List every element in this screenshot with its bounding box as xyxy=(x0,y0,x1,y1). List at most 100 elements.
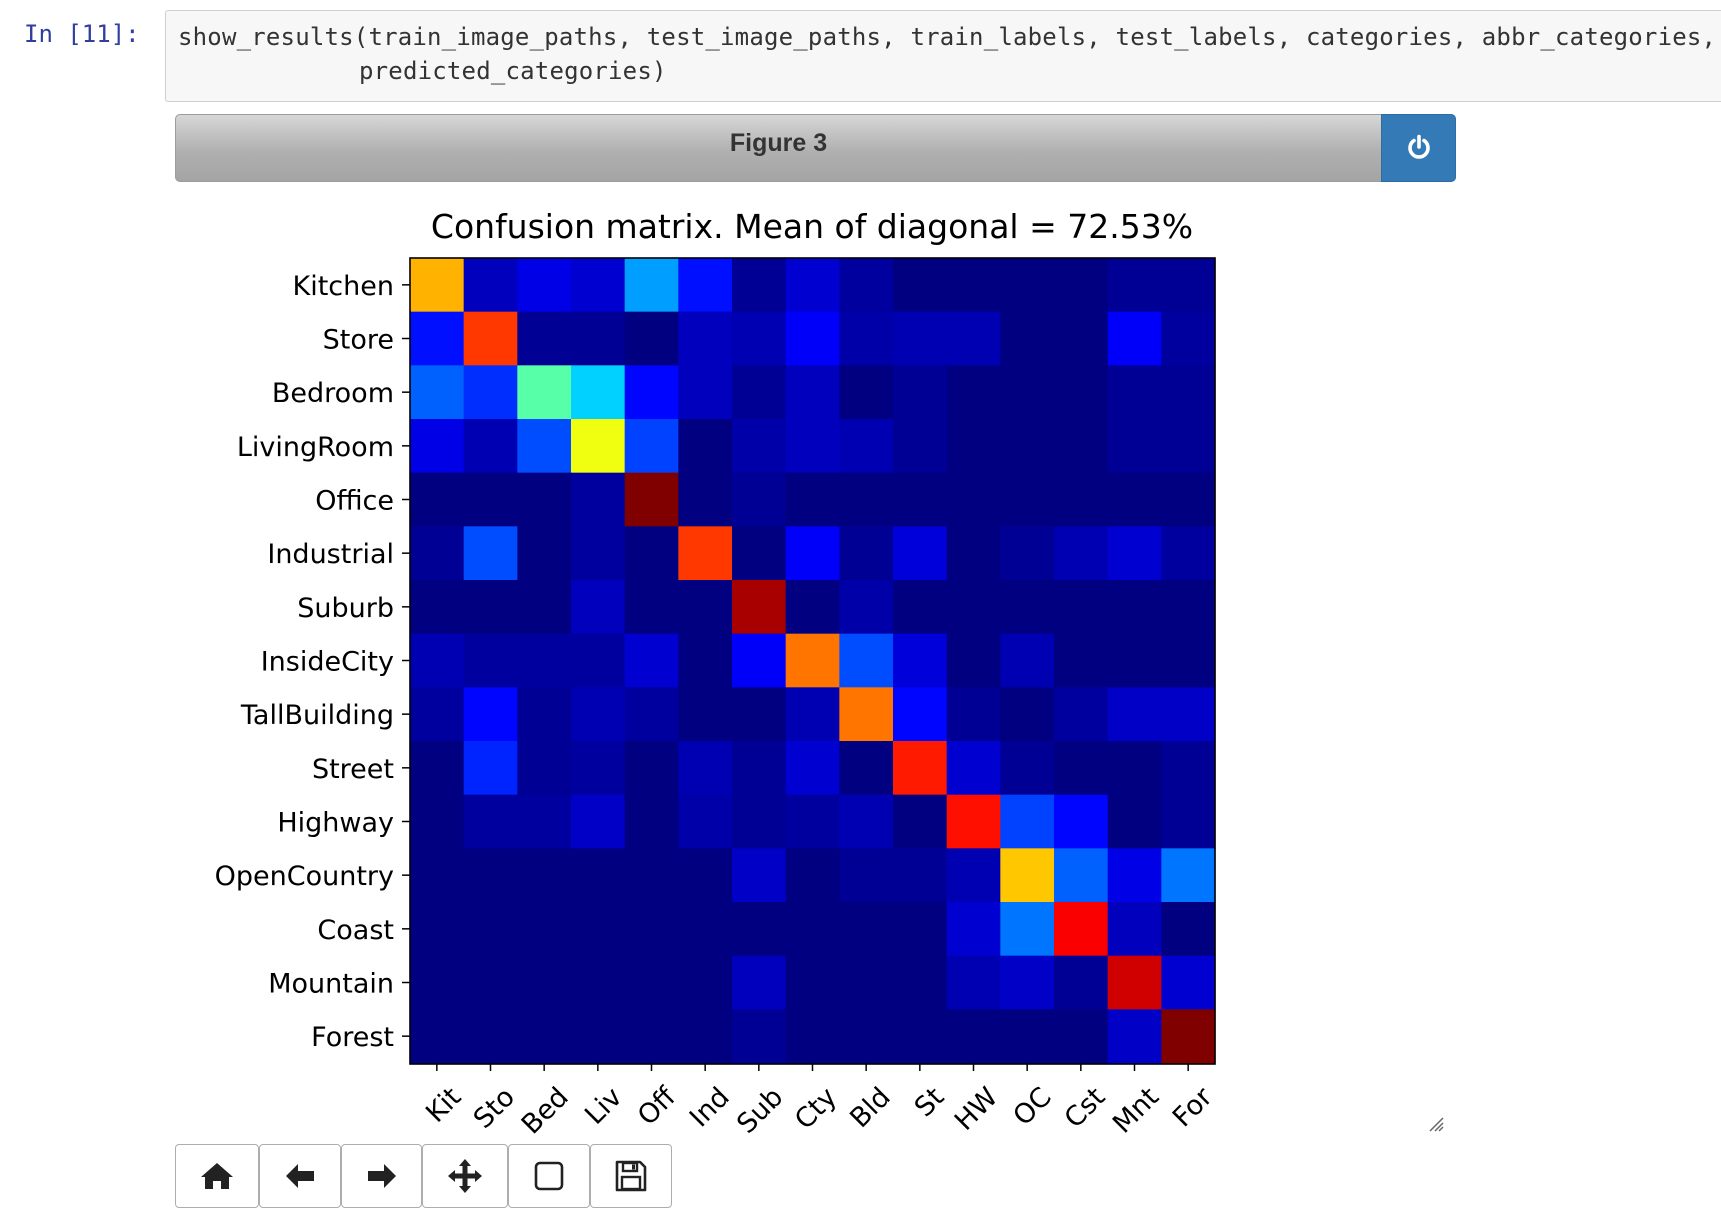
heatmap-cell xyxy=(946,365,1001,420)
heatmap-cell xyxy=(1000,365,1055,420)
heatmap-cell xyxy=(893,580,948,635)
heatmap-cell xyxy=(785,794,840,849)
heatmap-cell xyxy=(517,633,572,688)
heatmap-cell xyxy=(624,526,679,581)
resize-grip-icon[interactable] xyxy=(1428,1116,1444,1132)
heatmap-cell xyxy=(839,687,894,742)
x-tick-label: Cty xyxy=(789,1082,843,1136)
heatmap-cell xyxy=(678,311,733,366)
heatmap-cell xyxy=(463,741,518,796)
confusion-matrix-plot: Confusion matrix. Mean of diagonal = 72.… xyxy=(215,207,1220,1140)
heatmap-cell xyxy=(1000,955,1055,1010)
y-tick-label: TallBuilding xyxy=(240,700,394,731)
heatmap-cell xyxy=(1054,633,1109,688)
power-button[interactable] xyxy=(1381,114,1456,182)
y-tick-label: Kitchen xyxy=(293,271,394,302)
y-tick-label: Industrial xyxy=(267,539,394,570)
heatmap-cell xyxy=(785,1009,840,1064)
heatmap-cell xyxy=(893,526,948,581)
heatmap-cell xyxy=(410,526,465,581)
heatmap-cell xyxy=(624,848,679,903)
heatmap-cell xyxy=(1161,848,1216,903)
heatmap-cell xyxy=(1000,258,1055,313)
heatmap-cell xyxy=(1107,794,1162,849)
heatmap-cell xyxy=(410,258,465,313)
y-tick-label: Store xyxy=(323,325,394,356)
heatmap-cell xyxy=(946,902,1001,957)
forward-button[interactable] xyxy=(341,1144,422,1208)
heatmap-cell xyxy=(1000,472,1055,527)
heatmap-cell xyxy=(517,258,572,313)
plot-title: Confusion matrix. Mean of diagonal = 72.… xyxy=(431,207,1193,246)
heatmap-cell xyxy=(463,633,518,688)
heatmap-cell xyxy=(517,848,572,903)
heatmap-cell xyxy=(1161,419,1216,474)
heatmap-cell xyxy=(678,472,733,527)
heatmap-cell xyxy=(1107,902,1162,957)
heatmap-cell xyxy=(1107,848,1162,903)
y-tick-label: OpenCountry xyxy=(215,861,394,892)
heatmap-cell xyxy=(1000,633,1055,688)
heatmap-cell xyxy=(1000,687,1055,742)
heatmap-cell xyxy=(732,848,787,903)
heatmap-cell xyxy=(571,472,626,527)
heatmap-cell xyxy=(517,902,572,957)
plot-frame xyxy=(409,257,1216,1065)
x-tick-label: Off xyxy=(632,1081,683,1132)
forward-arrow-icon xyxy=(367,1164,396,1188)
download-button[interactable] xyxy=(590,1144,672,1208)
back-button[interactable] xyxy=(259,1144,341,1208)
heatmap-cell xyxy=(785,365,840,420)
heatmap-cell xyxy=(785,526,840,581)
code-line-2: predicted_categories) xyxy=(359,57,667,85)
heatmap-cell xyxy=(624,794,679,849)
heatmap-cell xyxy=(410,687,465,742)
heatmap-cells xyxy=(410,258,1216,1064)
heatmap-cell xyxy=(1161,258,1216,313)
x-tick-label: Cst xyxy=(1059,1082,1112,1135)
figure-header: Figure 3 xyxy=(175,114,1456,182)
heatmap-cell xyxy=(946,794,1001,849)
home-button[interactable] xyxy=(175,1144,259,1208)
heatmap-cell xyxy=(839,526,894,581)
heatmap-cell xyxy=(1054,794,1109,849)
heatmap-cell xyxy=(624,633,679,688)
heatmap-cell xyxy=(678,365,733,420)
heatmap-cell xyxy=(732,580,787,635)
x-tick-label: HW xyxy=(949,1082,1004,1137)
heatmap-cell xyxy=(785,580,840,635)
heatmap-cell xyxy=(517,419,572,474)
heatmap-cell xyxy=(624,258,679,313)
heatmap-cell xyxy=(893,687,948,742)
heatmap-cell xyxy=(1054,580,1109,635)
x-tick-label: Ind xyxy=(684,1082,736,1134)
heatmap-cell xyxy=(463,794,518,849)
power-icon xyxy=(1407,134,1430,159)
heatmap-cell xyxy=(1161,955,1216,1010)
heatmap-cell xyxy=(1161,687,1216,742)
heatmap-cell xyxy=(893,848,948,903)
heatmap-cell xyxy=(571,258,626,313)
zoom-button[interactable] xyxy=(508,1144,590,1208)
heatmap-cell xyxy=(1161,472,1216,527)
heatmap-cell xyxy=(517,472,572,527)
heatmap-cell xyxy=(517,741,572,796)
x-tick-label: OC xyxy=(1007,1082,1057,1132)
heatmap-cell xyxy=(785,258,840,313)
heatmap-cell xyxy=(1107,526,1162,581)
heatmap-cell xyxy=(624,365,679,420)
heatmap-cell xyxy=(732,633,787,688)
heatmap-cell xyxy=(1054,1009,1109,1064)
heatmap-cell xyxy=(678,902,733,957)
heatmap-cell xyxy=(839,311,894,366)
heatmap-cell xyxy=(1161,902,1216,957)
heatmap-cell xyxy=(571,741,626,796)
heatmap-cell xyxy=(893,311,948,366)
heatmap-cell xyxy=(1054,526,1109,581)
heatmap-cell xyxy=(678,794,733,849)
pan-button[interactable] xyxy=(422,1144,508,1208)
code-cell[interactable]: show_results(train_image_paths, test_ima… xyxy=(165,10,1721,102)
heatmap-cell xyxy=(1161,311,1216,366)
heatmap-cell xyxy=(893,794,948,849)
